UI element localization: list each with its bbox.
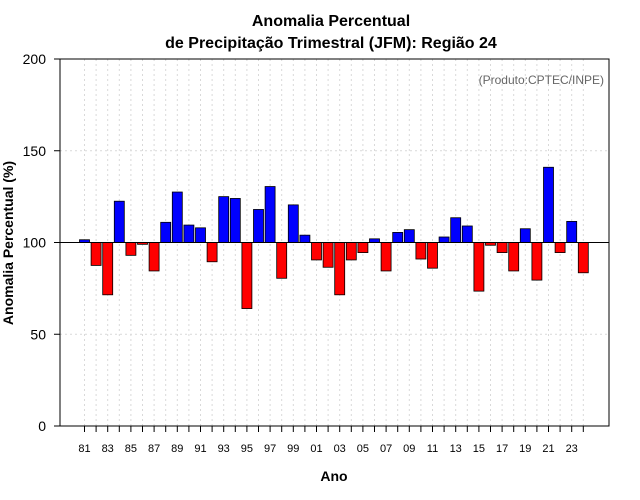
bar-04	[345, 242, 357, 261]
bar-08	[392, 232, 404, 243]
x-axis-label: Ano	[320, 468, 347, 484]
x-tick-label: 83	[102, 443, 114, 455]
bar-22	[554, 242, 566, 253]
x-tick-label: 19	[519, 443, 531, 455]
bar-98	[276, 242, 288, 279]
bar-97	[264, 186, 276, 243]
bar-11	[427, 242, 438, 269]
bar-02	[322, 242, 334, 268]
bar-89	[171, 191, 183, 243]
x-tick-label: 23	[566, 443, 578, 455]
x-tick-label: 99	[287, 443, 299, 455]
bar-85	[125, 242, 137, 256]
bar-23	[566, 220, 578, 243]
bar-96	[253, 209, 264, 243]
bar-24	[577, 242, 589, 274]
x-tick-label: 09	[403, 443, 415, 455]
bar-03	[334, 242, 346, 296]
bar-21	[543, 166, 554, 243]
bar-82	[90, 242, 102, 266]
bar-12	[438, 236, 450, 243]
x-tick-label: 97	[264, 443, 276, 455]
x-tick-label: 07	[380, 443, 392, 455]
bar-87	[148, 242, 160, 272]
x-tick-label: 17	[496, 443, 508, 455]
x-tick-label: 01	[310, 443, 322, 455]
bar-15	[473, 242, 485, 292]
y-axis-label: Anomalia Percentual (%)	[0, 161, 16, 325]
bar-90	[183, 224, 195, 243]
bars-group	[79, 166, 589, 309]
chart-title-line1: Anomalia Percentual	[252, 13, 410, 30]
x-tick-label: 11	[427, 443, 438, 455]
bar-01	[311, 242, 322, 261]
x-tick-label: 21	[542, 443, 554, 455]
x-tick-label: 03	[334, 443, 346, 455]
bar-14	[461, 225, 473, 243]
x-tick-label: 91	[194, 443, 206, 455]
x-tick-label: 13	[450, 443, 462, 455]
x-tick-label: 87	[148, 443, 160, 455]
x-tick-label: 89	[171, 443, 183, 455]
bar-94	[229, 198, 241, 243]
y-tick-label: 0	[38, 418, 46, 434]
bar-06	[369, 238, 380, 243]
y-tick-label: 150	[23, 143, 47, 159]
credit-label: (Produto:CPTEC/INPE)	[479, 73, 604, 87]
y-axis: 0 50 100 150 200	[23, 51, 60, 434]
bar-84	[113, 200, 125, 243]
x-tick-label: 15	[473, 443, 485, 455]
bar-17	[496, 242, 508, 253]
bar-88	[160, 221, 172, 243]
y-tick-label: 50	[30, 326, 46, 342]
grid-lines	[60, 59, 609, 426]
x-tick-label: 93	[218, 443, 230, 455]
bar-91	[195, 227, 206, 243]
bar-20	[531, 242, 543, 281]
bar-13	[450, 217, 462, 243]
bar-00	[299, 234, 311, 243]
bar-99	[287, 204, 299, 243]
y-tick-label: 200	[23, 51, 47, 67]
bar-07	[380, 242, 392, 272]
chart-title-line2: de Precipitação Trimestral (JFM): Região…	[165, 35, 497, 52]
x-tick-label: 95	[241, 443, 253, 455]
x-axis: 81 83 85 87 89 91 93 95 97 99 01 03 05 07 09 11 13 15 17 19…	[78, 426, 584, 455]
x-tick-label: 85	[125, 443, 137, 455]
bar-09	[403, 229, 415, 243]
bar-18	[508, 242, 520, 272]
bar-10	[415, 242, 427, 260]
x-tick-label: 05	[357, 443, 369, 455]
bar-19	[519, 228, 531, 243]
x-tick-label: 81	[78, 443, 90, 455]
bar-92	[206, 242, 218, 263]
y-tick-label: 100	[23, 235, 47, 251]
bar-95	[241, 242, 253, 309]
bar-05	[357, 242, 369, 253]
bar-93	[218, 196, 230, 243]
bar-83	[102, 242, 114, 296]
